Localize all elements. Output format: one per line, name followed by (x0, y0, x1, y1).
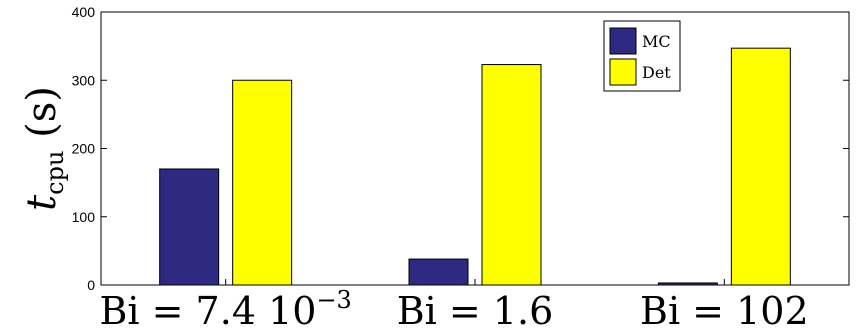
y-tick-label: 200 (72, 141, 96, 157)
category-labels: Bi = 7.4 10−3 Bi = 1.6 Bi = 102 (99, 286, 808, 331)
y-tick-label: 0 (87, 277, 95, 293)
y-axis-label: tcpu (s) (19, 86, 69, 211)
y-tick-label: 300 (72, 72, 96, 88)
bar-mc-3 (657, 282, 718, 286)
bars (159, 47, 791, 286)
category-label: Bi = 102 (640, 289, 809, 331)
legend-swatch-det (609, 58, 637, 86)
y-tick-label: 400 (72, 4, 96, 20)
y-ticks: 0 100 200 300 400 (72, 4, 849, 293)
legend: MC Det (603, 20, 681, 92)
legend-label-mc: MC (642, 32, 671, 51)
bar-mc-2 (408, 258, 469, 286)
legend-swatch-mc (609, 27, 637, 55)
bar-det-1 (232, 79, 293, 286)
legend-label-det: Det (642, 63, 671, 82)
bar-mc-1 (159, 168, 220, 286)
y-tick-label: 100 (72, 209, 96, 225)
bar-det-2 (481, 64, 542, 286)
category-label: Bi = 1.6 (397, 289, 554, 331)
category-label: Bi = 7.4 10−3 (99, 286, 351, 331)
bar-det-3 (730, 47, 791, 286)
y-axis-title: tcpu (s) (19, 86, 69, 211)
